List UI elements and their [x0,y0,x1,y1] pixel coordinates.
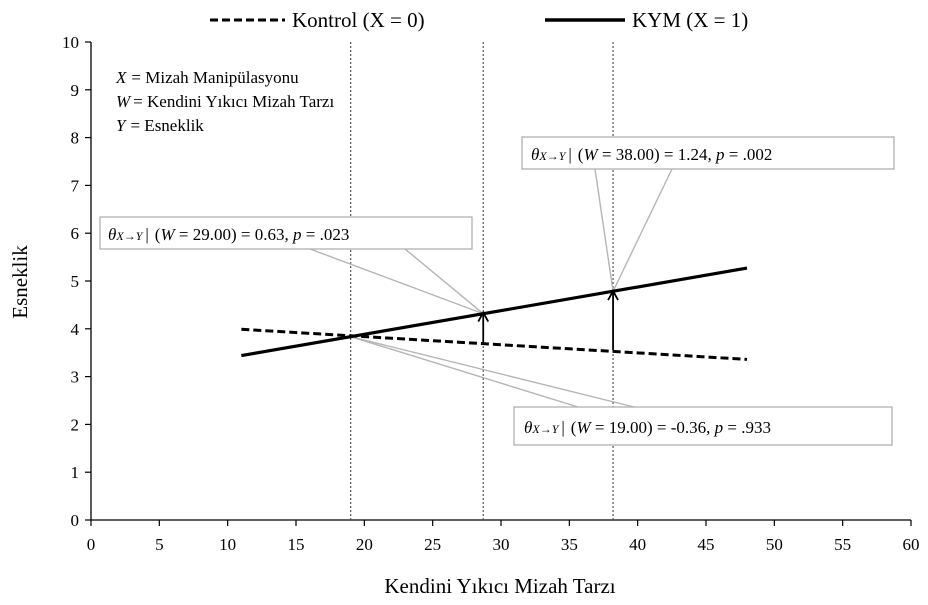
series-kym-line [241,266,748,358]
callout-connector [350,335,635,408]
note-x-text: = Mizah Manipülasyonu [131,68,299,87]
y-tick-label: 8 [71,129,80,148]
legend-label-kontrol: Kontrol (X = 0) [292,8,425,32]
reference-lines [350,42,614,520]
x-tick-label: 35 [561,535,578,554]
annotation-w19-effect: -0.36 [671,418,706,437]
annotation-w38-w: 38.00 [616,145,654,164]
note-x-symbol: X [115,68,127,87]
callout-connector [350,335,579,408]
x-tick-label: 10 [219,535,236,554]
x-tick-label: 60 [903,535,920,554]
x-tick-label: 25 [424,535,441,554]
x-tick-label: 50 [766,535,783,554]
y-tick-label: 0 [71,511,80,530]
annotation-w29-box [99,216,473,250]
note-x: X = Mizah Manipülasyonu [115,68,299,87]
x-tick-label: 55 [834,535,851,554]
legend-label-kym: KYM (X = 1) [632,8,748,32]
effect-arrow-head [477,310,490,322]
y-tick-label: 7 [71,176,80,195]
legend: Kontrol (X = 0) KYM (X = 1) [210,8,748,32]
callout-connector [309,248,484,315]
x-tick-label: 30 [493,535,510,554]
callout-connector [594,168,614,292]
annotation-w19-w: 19.00 [609,418,647,437]
y-tick-label: 10 [62,33,79,52]
note-w-text: = Kendini Yıkıcı Mizah Tarzı [133,92,334,111]
annotation-w38-text: θX→Y | (W = 38.00) = 1.24, p = .002 [531,145,772,164]
callout-connector [404,248,484,315]
y-tick-label: 2 [71,415,80,434]
note-w-symbol: W [116,92,132,111]
annotation-w29-text: θX→Y | (W = 29.00) = 0.63, p = .023 [108,225,349,244]
note-y-text: = Esneklik [130,116,204,135]
note-y-symbol: Y [116,116,127,135]
x-tick-label: 20 [356,535,373,554]
note-w: W = Kendini Yıkıcı Mizah Tarzı [116,92,334,111]
callout-lines [309,168,673,408]
y-axis-title: Esneklik [8,245,32,319]
annotation-w38-p: .002 [743,145,773,164]
series-kontrol-line [241,327,748,361]
annotation-w19-p: .933 [741,418,771,437]
annotation-w38-box [521,136,895,170]
annotation-w38: θX→Y | (W = 38.00) = 1.24, p = .002 [521,136,895,170]
annotation-w29-w: 29.00 [193,225,231,244]
x-axis-title: Kendini Yıkıcı Mizah Tarzı [384,574,615,598]
x-tick-label: 5 [155,535,164,554]
y-tick-label: 5 [71,272,80,291]
x-tick-label: 40 [629,535,646,554]
y-tick-label: 9 [71,81,80,100]
y-tick-label: 3 [71,368,80,387]
note-y: Y = Esneklik [116,116,204,135]
effect-arrow-head [607,289,619,301]
y-tick-label: 6 [71,224,80,243]
effect-arrows [477,289,619,351]
callout-connector [612,168,673,292]
annotation-w29: θX→Y | (W = 29.00) = 0.63, p = .023 [99,216,473,250]
annotation-w38-effect: 1.24 [678,145,708,164]
annotation-w19-text: θX→Y | (W = 19.00) = -0.36, p = .933 [524,418,771,437]
annotation-w29-effect: 0.63 [255,225,285,244]
series-lines [241,266,748,361]
annotation-w29-p: .023 [320,225,350,244]
x-tick-label: 0 [87,535,96,554]
x-tick-label: 45 [698,535,715,554]
annotation-w19: θX→Y | (W = 19.00) = -0.36, p = .933 [513,406,893,446]
annotation-w19-box [513,406,893,446]
y-tick-label: 1 [71,463,80,482]
y-tick-label: 4 [71,320,80,339]
variable-notes: X = Mizah Manipülasyonu W = Kendini Yıkıcı… [115,68,334,135]
x-tick-label: 15 [288,535,305,554]
